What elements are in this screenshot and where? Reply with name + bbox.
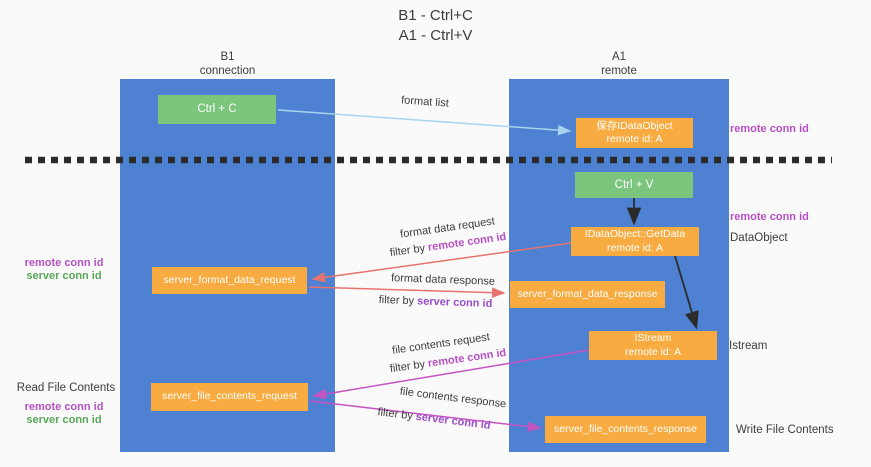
save-idataobject-line1: 保存IDataObject <box>596 119 673 132</box>
lifeline-header-a1: A1 remote <box>509 50 729 79</box>
arrow-format-data-response <box>308 286 506 298</box>
server-format-data-response-label: server_format_data_response <box>517 287 658 300</box>
server-format-data-request-label: server_format_data_request <box>163 273 296 286</box>
dataobject-label: DataObject <box>730 232 788 244</box>
left-server-conn-id: server conn id <box>26 269 102 282</box>
arrow-file-contents-request <box>312 349 590 400</box>
arrow-getdata-to-istream <box>674 255 699 330</box>
getdata-line2: remote id: A <box>606 241 664 254</box>
right-remote-conn-id-mid: remote conn id <box>730 211 809 223</box>
title-line-2: A1 - Ctrl+V <box>398 27 473 45</box>
server-file-contents-response-box: server_file_contents_response <box>545 416 706 443</box>
server-file-contents-response-label: server_file_contents_response <box>553 422 697 435</box>
diagram-title: B1 - Ctrl+C A1 - Ctrl+V <box>0 6 871 47</box>
left-format-conn-id-annotation: remote conn id server conn id <box>14 257 114 283</box>
left-remote-conn-id: remote conn id <box>24 257 104 269</box>
save-idataobject-box: 保存IDataObject remote id: A <box>576 118 693 148</box>
left-file-conn-id-annotation: remote conn id server conn id <box>14 401 114 427</box>
istream-line2: remote id: A <box>624 345 682 358</box>
idataobject-getdata-box: IDataObject::GetData remote id: A <box>571 227 699 256</box>
lifeline-b1-name: B1 <box>220 51 235 63</box>
filter-by-text: filter by <box>378 294 415 308</box>
istream-line1: IStream <box>634 332 672 345</box>
left-remote-conn-id: remote conn id <box>24 401 104 413</box>
save-idataobject-line2: remote id: A <box>606 133 663 145</box>
lifeline-a1-role: remote <box>601 65 637 78</box>
server-file-contents-request-box: server_file_contents_request <box>151 383 308 411</box>
right-remote-conn-id-top: remote conn id <box>730 123 809 135</box>
left-server-conn-id: server conn id <box>26 413 102 426</box>
lifeline-b1-role: connection <box>199 65 256 78</box>
server-format-data-response-box: server_format_data_response <box>510 281 665 308</box>
ctrl-v-label: Ctrl + V <box>614 178 654 191</box>
title-line-1: B1 - Ctrl+C <box>398 7 473 24</box>
server-file-contents-request-label: server_file_contents_request <box>162 390 297 403</box>
arrow-format-list <box>277 109 572 136</box>
ctrl-c-box: Ctrl + C <box>158 95 276 124</box>
arrow-file-contents-response <box>309 400 542 432</box>
server-format-data-request-box: server_format_data_request <box>152 267 307 294</box>
ctrl-v-box: Ctrl + V <box>575 172 693 198</box>
getdata-line1: IDataObject::GetData <box>584 228 686 241</box>
istream-box: IStream remote id: A <box>589 331 717 360</box>
lifeline-a1-name: A1 <box>611 51 627 63</box>
ctrl-c-label: Ctrl + C <box>197 103 237 116</box>
arrow-format-data-request <box>311 242 572 283</box>
read-file-contents-label: Read File Contents <box>16 382 116 394</box>
istream-label: Istream <box>729 340 768 352</box>
write-file-contents-label: Write File Contents <box>736 424 834 436</box>
lifeline-header-b1: B1 connection <box>120 50 335 79</box>
server-conn-id-text: server conn id <box>416 295 493 310</box>
